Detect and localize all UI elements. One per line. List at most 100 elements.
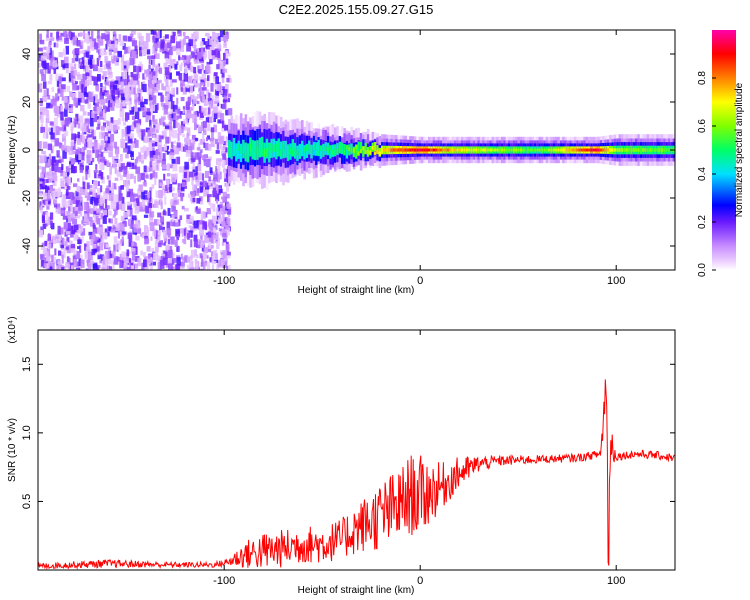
- heatmap-cell: [52, 158, 55, 166]
- heatmap-cell: [175, 264, 181, 270]
- heatmap-cell: [219, 201, 224, 206]
- heatmap-cell: [118, 89, 124, 96]
- heatmap-cell: [44, 261, 50, 268]
- heatmap-cell: [193, 44, 197, 53]
- heatmap-cell: [317, 140, 321, 154]
- heatmap-cell: [305, 145, 309, 152]
- heatmap-cell: [199, 106, 204, 113]
- heatmap-cell: [212, 188, 216, 195]
- heatmap-cell: [226, 266, 229, 270]
- heatmap-cell: [75, 113, 79, 121]
- heatmap-cell: [69, 240, 73, 244]
- heatmap-cell: [170, 148, 175, 154]
- heatmap-cell: [49, 127, 53, 135]
- heatmap-cell: [637, 148, 640, 152]
- heatmap-cell: [301, 150, 304, 157]
- heatmap-cell: [219, 142, 222, 150]
- heatmap-cell: [38, 57, 41, 62]
- heatmap-cell: [199, 92, 203, 102]
- heatmap-cell: [177, 133, 180, 142]
- heatmap-cell: [113, 45, 118, 54]
- heatmap-cell: [187, 127, 191, 137]
- heatmap-cell: [210, 245, 214, 249]
- heatmap-cell: [188, 113, 193, 119]
- heatmap-cell: [163, 105, 169, 110]
- heatmap-cell: [88, 231, 93, 236]
- heatmap-cell: [82, 181, 86, 190]
- heatmap-cell: [55, 208, 60, 214]
- heatmap-cell: [206, 64, 210, 73]
- heatmap-cell: [157, 261, 162, 270]
- heatmap-cell: [41, 166, 46, 175]
- heatmap-cell: [63, 238, 66, 246]
- heatmap-cell: [185, 219, 190, 224]
- heatmap-cell: [85, 72, 90, 76]
- heatmap-cell: [110, 81, 115, 88]
- heatmap-cell: [49, 38, 52, 45]
- heatmap-cell: [202, 120, 207, 128]
- heatmap-cell: [68, 205, 73, 212]
- heatmap-cell: [92, 113, 98, 123]
- heatmap-cell: [286, 148, 290, 156]
- heatmap-cell: [191, 191, 196, 197]
- heatmap-cell: [151, 143, 155, 147]
- heatmap-cell: [113, 141, 117, 149]
- heatmap-cell: [41, 73, 46, 82]
- heatmap-cell: [49, 168, 54, 176]
- heatmap-cell: [84, 141, 87, 150]
- x-tick-label: 100: [607, 275, 625, 287]
- heatmap-cell: [152, 261, 156, 266]
- heatmap-cell: [185, 150, 191, 157]
- heatmap-cell: [113, 261, 118, 265]
- heatmap-cell: [146, 147, 150, 153]
- heatmap-cell: [635, 148, 638, 152]
- heatmap-cell: [227, 207, 232, 215]
- heatmap-cell: [192, 80, 196, 86]
- heatmap-cell: [205, 107, 207, 117]
- heatmap-cell: [82, 176, 85, 185]
- heatmap-cell: [70, 217, 75, 221]
- heatmap-cell: [219, 231, 223, 236]
- heatmap-cell: [58, 227, 64, 235]
- heatmap-cell: [78, 258, 82, 267]
- heatmap-cell: [644, 148, 647, 152]
- heatmap-cell: [319, 145, 323, 159]
- heatmap-cell: [97, 174, 101, 179]
- heatmap-cell: [208, 50, 213, 60]
- heatmap-cell: [205, 260, 208, 265]
- heatmap-cell: [628, 148, 631, 152]
- heatmap-cell: [174, 120, 178, 128]
- heatmap-cell: [218, 119, 223, 124]
- heatmap-cell: [53, 257, 56, 264]
- heatmap-cell: [56, 79, 59, 87]
- heatmap-cell: [168, 261, 173, 270]
- heatmap-cell: [225, 147, 228, 153]
- heatmap-cell: [130, 152, 134, 158]
- heatmap-cell: [52, 60, 57, 68]
- heatmap-cell: [188, 268, 194, 270]
- heatmap-cell: [620, 148, 624, 152]
- heatmap-cell: [222, 232, 227, 238]
- heatmap-cell: [194, 172, 199, 177]
- heatmap-cell: [222, 153, 226, 161]
- heatmap-cell: [45, 179, 49, 184]
- heatmap-cell: [40, 84, 43, 89]
- heatmap-cell: [146, 192, 150, 199]
- heatmap-cell: [129, 163, 135, 170]
- heatmap-cell: [46, 46, 51, 54]
- heatmap-cell: [207, 135, 210, 140]
- heatmap-cell: [87, 77, 92, 85]
- heatmap-cell: [117, 118, 121, 125]
- heatmap-cell: [66, 211, 71, 216]
- heatmap-cell: [432, 148, 436, 152]
- heatmap-cell: [156, 247, 159, 252]
- heatmap-cell: [110, 229, 116, 233]
- heatmap-cell: [294, 148, 297, 156]
- heatmap-cell: [172, 165, 178, 172]
- heatmap-cell: [180, 183, 185, 192]
- heatmap-cell: [357, 141, 361, 152]
- heatmap-cell: [133, 193, 138, 197]
- heatmap-cell: [149, 211, 155, 218]
- heatmap-cell: [161, 130, 167, 139]
- heatmap-cell: [121, 62, 125, 71]
